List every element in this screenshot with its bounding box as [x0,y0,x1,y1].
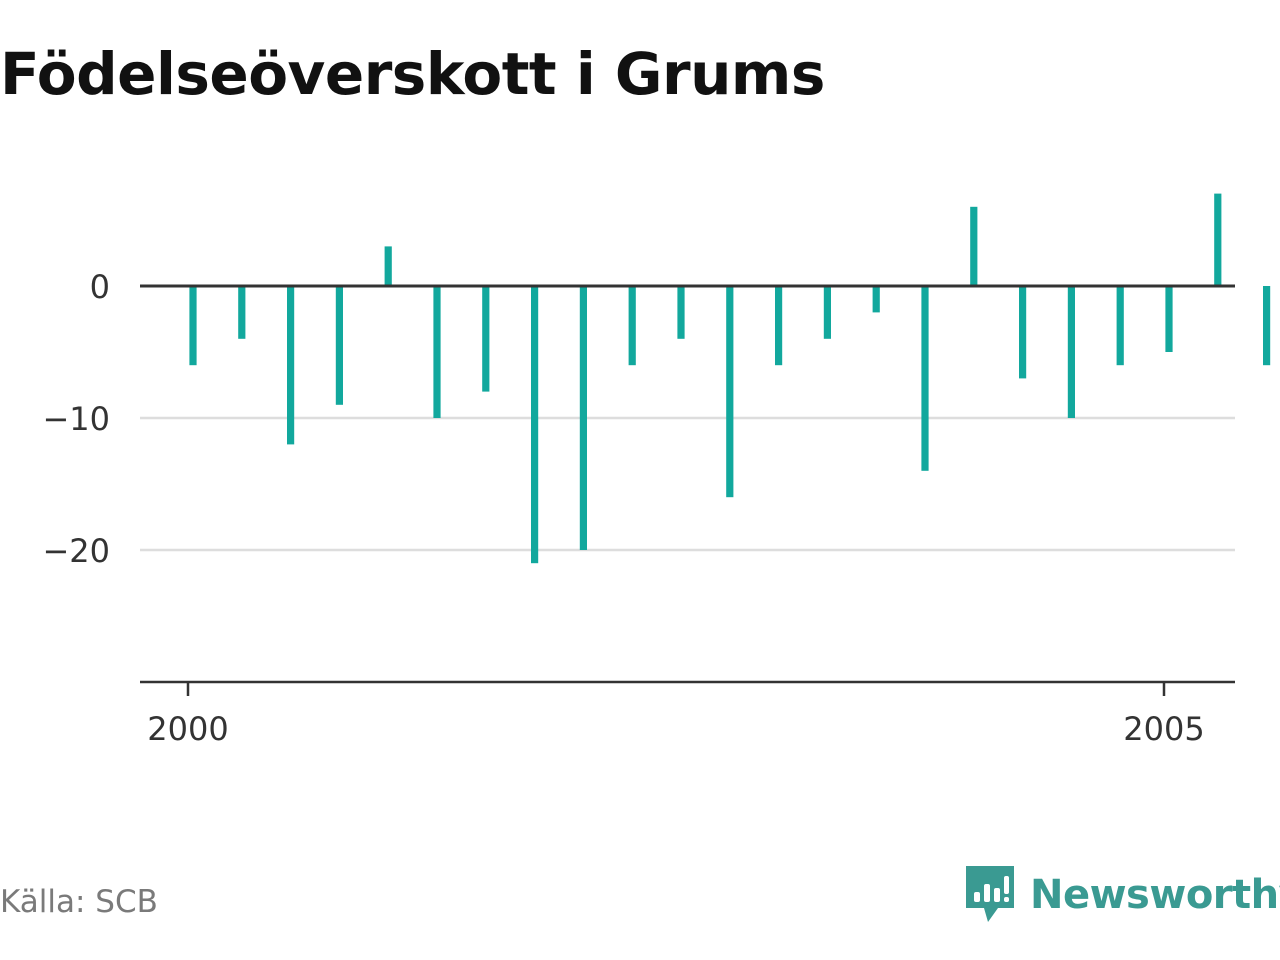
bar [433,286,441,418]
x-tick-label: 2005 [1123,710,1204,748]
bar [823,286,831,339]
bar [677,286,685,339]
brand-logo: Newsworthy [964,864,1280,926]
bar [384,246,392,286]
bar [1116,286,1124,366]
bar [872,286,880,313]
bar [970,206,978,286]
bar [1067,286,1075,418]
source-note: Källa: SCB [0,884,158,920]
gridlines [140,416,1235,552]
brand-name: Newsworthy [1030,872,1280,918]
bar [531,286,539,564]
newsworthy-logo-icon [966,866,1014,922]
bar [1214,193,1222,286]
bar [1263,286,1271,366]
bar [287,286,295,445]
x-axis: 200020052010201520202025 [140,680,1235,748]
bar [921,286,929,471]
y-tick-label: −20 [42,532,110,570]
x-tick-label: 2000 [147,710,228,748]
y-tick-label: 0 [90,268,110,306]
bar-series [140,193,1271,564]
bar [189,286,197,366]
bar [482,286,490,392]
bar [775,286,783,366]
bar [726,286,734,498]
y-axis-tick-labels: 0 −10 −20 [42,268,110,570]
bar [628,286,636,366]
chart-title: Födelseöverskott i Grums [0,40,825,108]
bar [1019,286,1027,379]
bar [579,286,587,550]
y-tick-label: −10 [42,400,110,438]
bar [238,286,246,339]
bar [335,286,343,405]
bar [1165,286,1173,352]
